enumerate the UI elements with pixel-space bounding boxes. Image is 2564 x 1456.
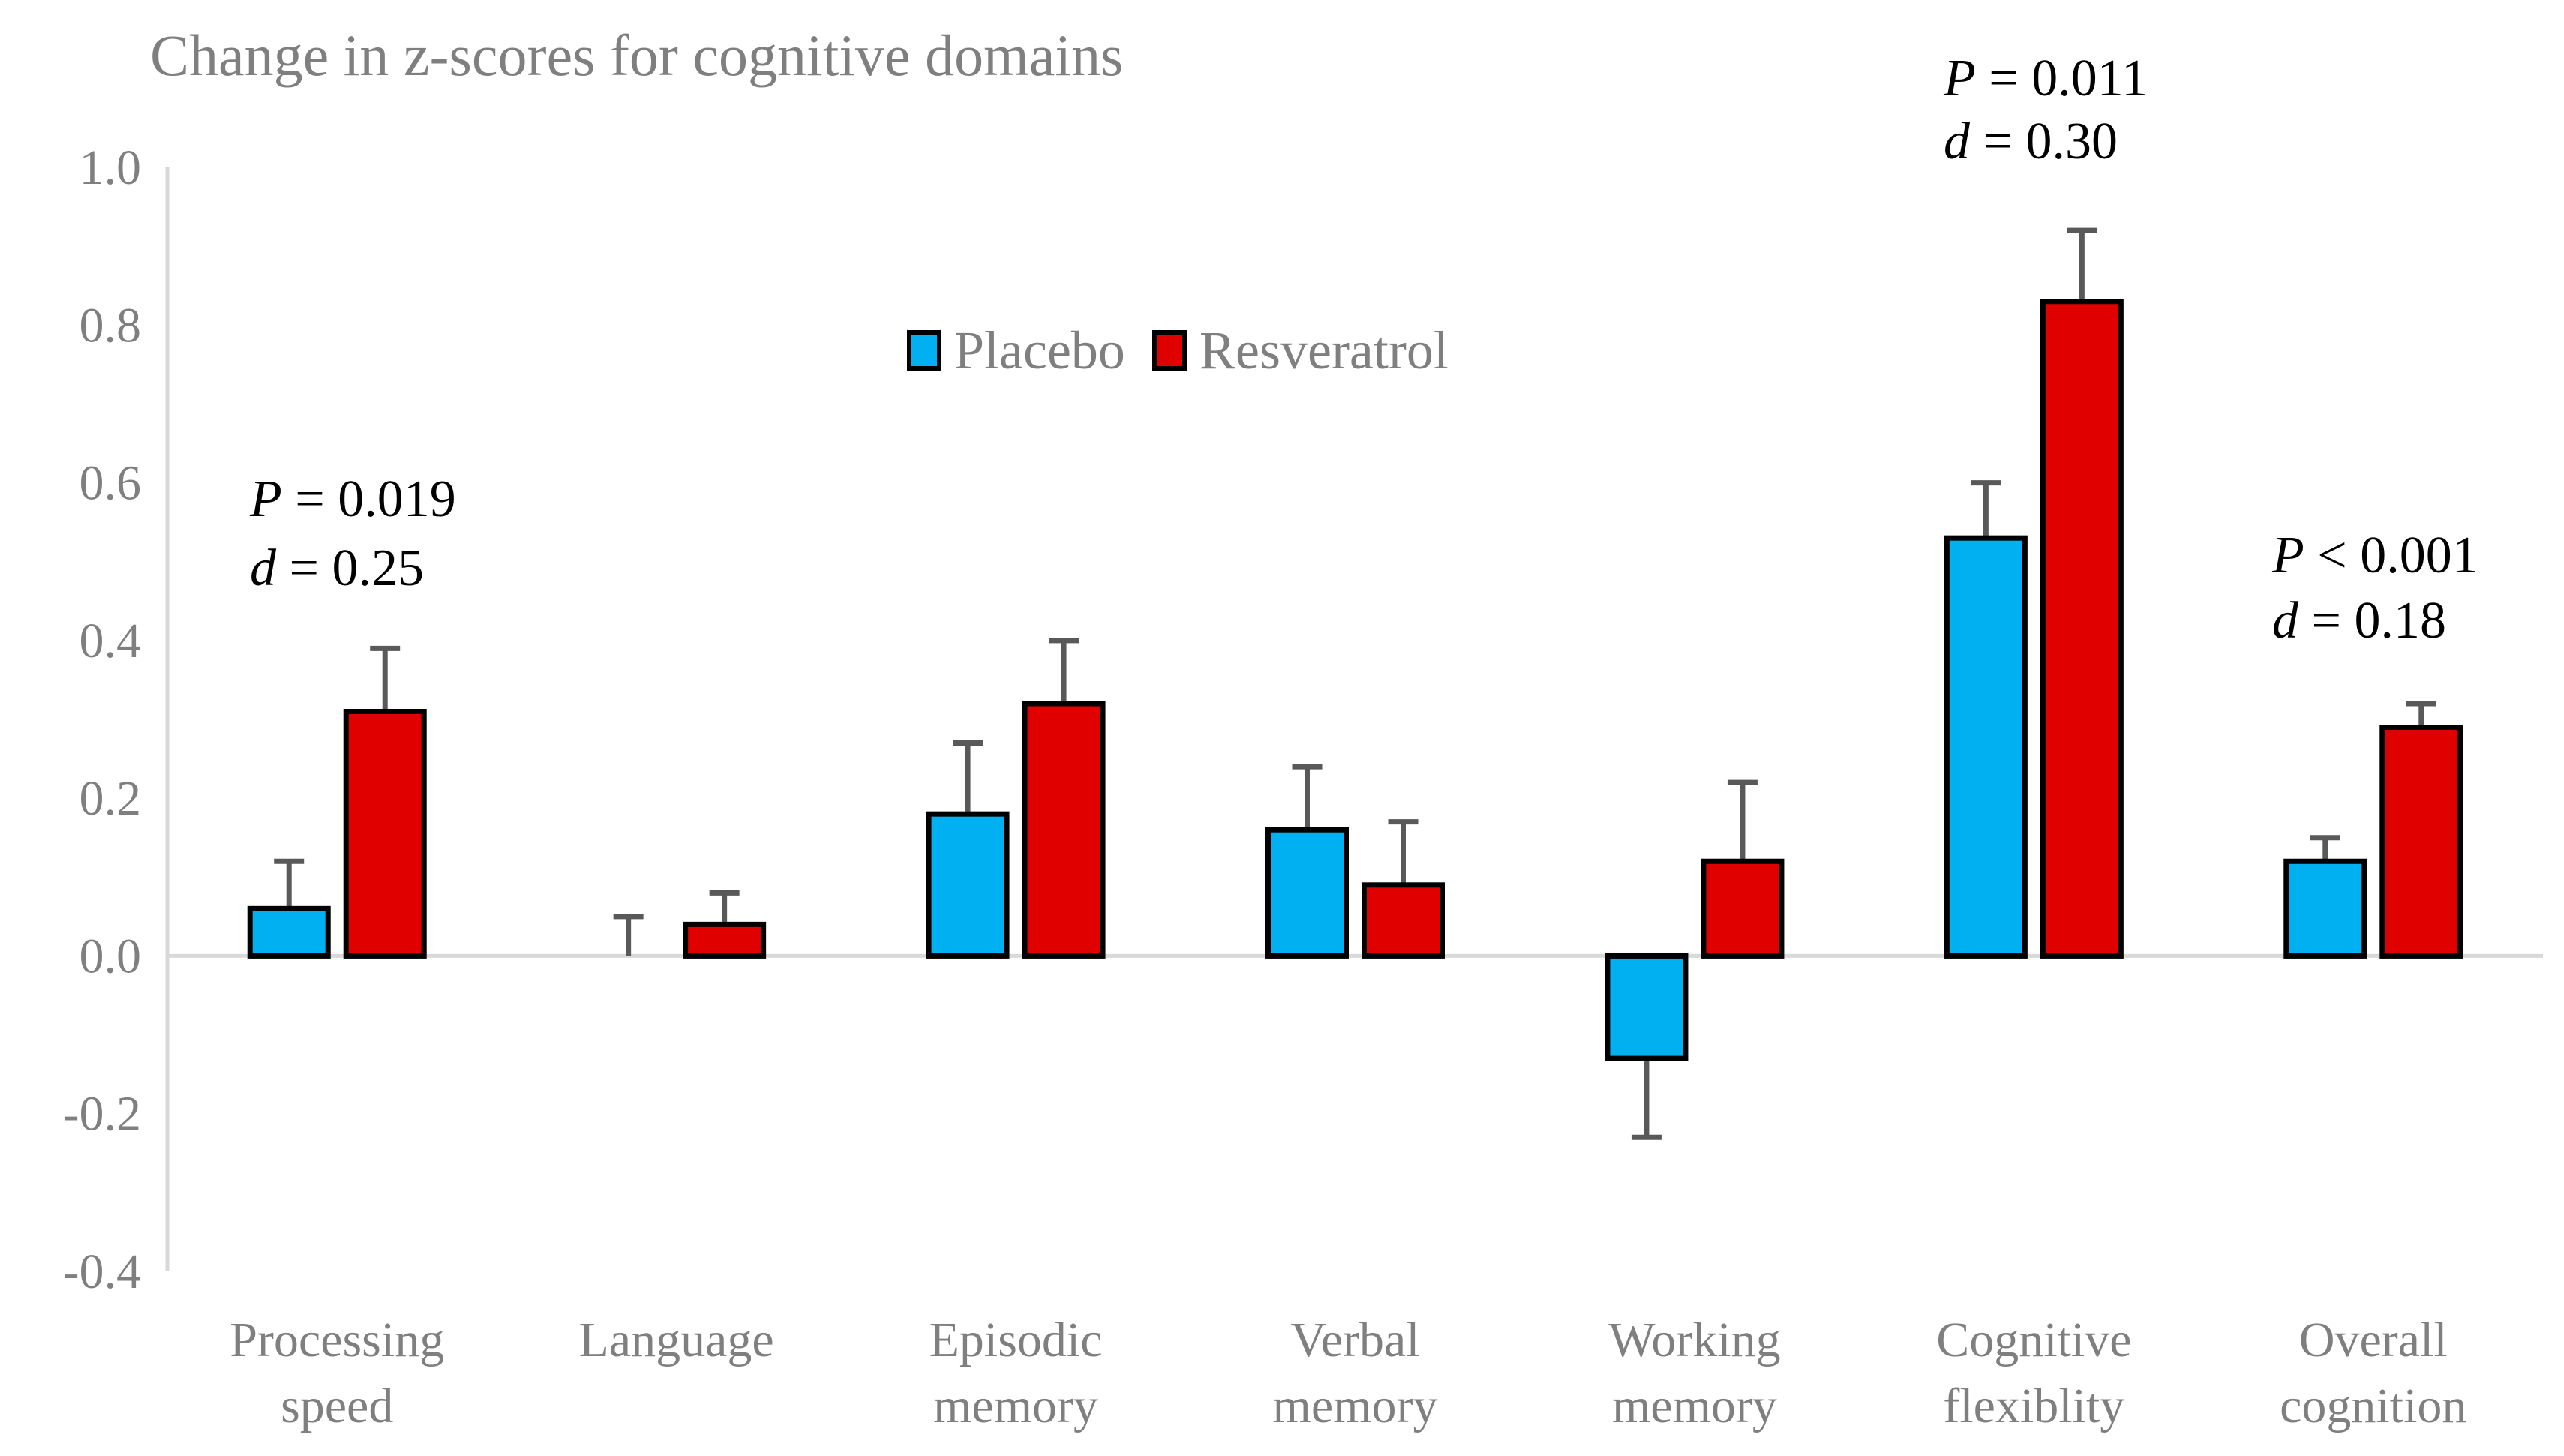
x-tick-label: memory	[1273, 1379, 1438, 1433]
x-tick-label: flexiblity	[1943, 1379, 2124, 1433]
p-value-annotation: P = 0.019	[249, 470, 456, 528]
legend-swatch	[907, 330, 941, 371]
bar-resveratrol	[2379, 725, 2463, 959]
x-tick-label: cognition	[2280, 1379, 2466, 1433]
bar-placebo	[926, 811, 1010, 959]
y-tick-label: -0.2	[63, 1087, 141, 1142]
legend-label: Placebo	[954, 320, 1125, 380]
x-tick-label: memory	[1612, 1379, 1777, 1433]
y-tick-label: 0.6	[80, 456, 142, 511]
y-tick-label: 0.0	[80, 929, 142, 983]
x-tick-label: Verbal	[1290, 1313, 1419, 1367]
x-tick-label: Cognitive	[1936, 1313, 2131, 1367]
x-tick-label: Episodic	[929, 1313, 1103, 1367]
effect-size-annotation: d = 0.18	[2272, 592, 2446, 650]
legend: Placebo Resveratrol	[907, 320, 1449, 380]
bar-placebo	[247, 905, 331, 959]
y-tick-label: 0.8	[80, 298, 142, 353]
x-tick-label: Working	[1608, 1313, 1780, 1367]
p-value-annotation: P < 0.001	[2271, 527, 2478, 584]
y-tick-label: 1.0	[80, 140, 142, 195]
bar-resveratrol	[1022, 701, 1106, 959]
bar-resveratrol	[2040, 299, 2124, 959]
x-tick-label: speed	[281, 1379, 393, 1433]
x-tick-label: Overall	[2299, 1313, 2448, 1367]
bar-placebo	[1605, 953, 1689, 1061]
bar-resveratrol	[1362, 882, 1445, 959]
bar-resveratrol	[1701, 858, 1785, 959]
legend-label: Resveratrol	[1199, 320, 1449, 380]
y-tick-label: -0.4	[63, 1244, 141, 1299]
x-tick-label: Processing	[230, 1313, 444, 1367]
bar-placebo	[2283, 858, 2367, 959]
chart-title: Change in z-scores for cognitive domains	[150, 23, 1123, 88]
bar-placebo	[1944, 535, 2028, 959]
bar-placebo	[1265, 827, 1349, 959]
y-tick-label: 0.2	[80, 771, 142, 826]
p-value-annotation: P = 0.011	[1943, 50, 2148, 107]
effect-size-annotation: d = 0.25	[250, 539, 424, 597]
legend-swatch	[1152, 330, 1187, 371]
y-tick-label: 0.4	[80, 614, 142, 668]
effect-size-annotation: d = 0.30	[1944, 113, 2118, 170]
bar-resveratrol	[343, 708, 427, 959]
x-tick-label: memory	[933, 1379, 1098, 1433]
bar-resveratrol	[683, 921, 767, 959]
x-tick-label: Language	[579, 1313, 774, 1367]
